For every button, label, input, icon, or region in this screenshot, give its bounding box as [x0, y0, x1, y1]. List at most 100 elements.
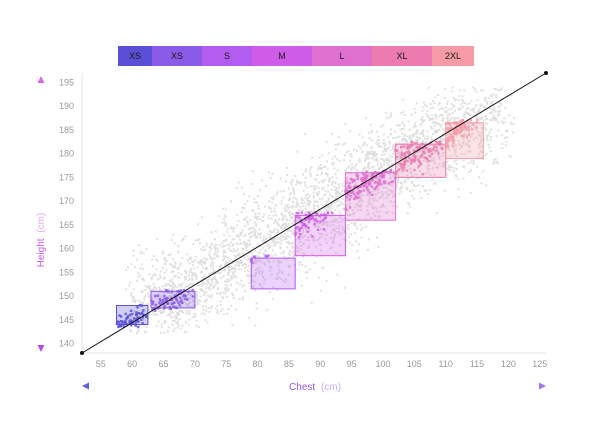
background-point	[501, 134, 504, 137]
size-point	[361, 177, 364, 181]
size-point	[452, 139, 455, 142]
background-point	[314, 178, 317, 181]
background-point	[429, 103, 432, 105]
size-point	[371, 174, 374, 178]
background-point	[401, 171, 404, 174]
background-point	[295, 198, 298, 201]
background-point	[396, 158, 399, 161]
size-point	[384, 170, 388, 173]
x-tick-label: 85	[284, 359, 294, 369]
background-point	[361, 226, 364, 229]
background-point	[428, 116, 431, 119]
background-point	[329, 193, 332, 196]
background-point	[225, 290, 228, 292]
background-point	[241, 262, 244, 265]
background-point	[488, 146, 491, 149]
background-point	[435, 131, 437, 134]
background-point	[206, 281, 209, 283]
size-point	[435, 145, 438, 149]
background-point	[284, 227, 287, 229]
background-point	[241, 206, 244, 209]
background-point	[167, 288, 170, 291]
background-point	[280, 212, 283, 215]
background-point	[475, 90, 478, 93]
background-point	[425, 151, 428, 154]
background-point	[325, 172, 328, 175]
background-point	[459, 89, 462, 92]
background-point	[291, 216, 294, 218]
background-point	[208, 310, 211, 313]
background-point	[184, 235, 187, 238]
background-point	[472, 86, 475, 89]
background-point	[261, 273, 264, 276]
background-point	[300, 197, 303, 199]
background-point	[325, 223, 328, 226]
size-point	[451, 136, 454, 139]
background-point	[237, 268, 240, 271]
size-point	[348, 186, 351, 189]
background-point	[387, 159, 390, 162]
legend-swatch-xs-1	[152, 46, 202, 66]
background-point	[331, 220, 334, 223]
background-point	[184, 272, 187, 275]
legend-label: XL	[396, 51, 407, 61]
background-point	[438, 108, 441, 111]
size-point	[311, 217, 314, 220]
size-point	[357, 196, 360, 199]
size-point	[309, 217, 313, 221]
background-point	[208, 281, 211, 284]
size-point	[170, 302, 174, 306]
background-point	[312, 185, 315, 188]
background-point	[390, 200, 393, 203]
background-point	[388, 146, 391, 149]
size-point	[381, 176, 384, 179]
background-point	[411, 181, 413, 184]
background-point	[297, 250, 300, 253]
background-point	[401, 139, 404, 142]
background-point	[225, 280, 228, 283]
background-point	[334, 189, 337, 192]
background-point	[502, 122, 505, 125]
background-point	[368, 167, 371, 170]
background-point	[252, 246, 255, 249]
size-point	[380, 171, 383, 174]
background-point	[232, 248, 235, 251]
background-point	[163, 292, 166, 295]
size-point	[403, 161, 406, 164]
background-point	[272, 214, 275, 217]
background-point	[167, 254, 170, 257]
background-point	[301, 263, 303, 266]
background-point	[312, 191, 315, 194]
background-point	[205, 266, 208, 269]
background-point	[318, 166, 321, 168]
background-point	[332, 227, 335, 230]
background-point	[209, 255, 211, 258]
background-point	[283, 255, 286, 258]
background-point	[216, 250, 219, 253]
size-point	[414, 156, 417, 160]
background-point	[321, 213, 324, 216]
background-point	[414, 152, 417, 155]
background-point	[162, 277, 165, 280]
background-point	[308, 229, 311, 232]
background-point	[260, 249, 262, 252]
background-point	[442, 135, 445, 138]
background-point	[448, 135, 450, 137]
background-point	[331, 157, 334, 160]
background-point	[472, 163, 475, 165]
background-point	[203, 300, 206, 303]
background-point	[269, 235, 272, 238]
background-point	[189, 256, 192, 259]
background-point	[495, 160, 498, 163]
background-point	[196, 295, 199, 298]
background-point	[311, 156, 314, 159]
background-point	[291, 179, 294, 181]
background-point	[366, 209, 369, 212]
background-point	[175, 321, 178, 324]
background-point	[191, 316, 194, 319]
background-point	[247, 227, 250, 230]
size-point	[179, 289, 182, 292]
background-point	[337, 190, 340, 193]
background-point	[255, 307, 258, 310]
background-point	[382, 163, 385, 166]
